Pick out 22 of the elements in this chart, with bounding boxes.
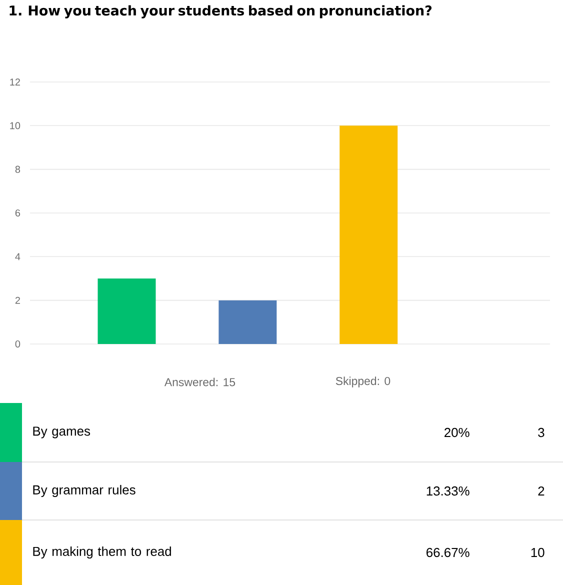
chart-title: 1. How you teach your students based on pronunciation? bbox=[10, 5, 432, 18]
text: 3 bbox=[538, 428, 544, 438]
text: 10 bbox=[531, 548, 544, 558]
text: By making them to read bbox=[33, 546, 171, 559]
text: 20% bbox=[444, 428, 470, 438]
y-tick-label: 12 bbox=[10, 78, 20, 86]
text: By grammar rules bbox=[33, 484, 136, 498]
text: Skipped: 0 bbox=[336, 376, 390, 388]
text: By games bbox=[33, 426, 90, 438]
y-tick-label: 2 bbox=[15, 296, 20, 304]
y-tick-label: 0 bbox=[15, 340, 20, 348]
y-tick-label: 8 bbox=[15, 166, 20, 173]
text: Answered: 15 bbox=[164, 378, 235, 386]
text: 66.67% bbox=[426, 548, 470, 558]
y-tick-label: 10 bbox=[10, 122, 20, 130]
bar bbox=[98, 278, 156, 344]
text: 13.33% bbox=[426, 486, 470, 496]
y-tick-label: 6 bbox=[15, 209, 20, 217]
bar bbox=[339, 126, 398, 344]
text: 2 bbox=[538, 486, 544, 496]
bar bbox=[218, 300, 276, 344]
y-tick-label: 4 bbox=[14, 253, 20, 260]
